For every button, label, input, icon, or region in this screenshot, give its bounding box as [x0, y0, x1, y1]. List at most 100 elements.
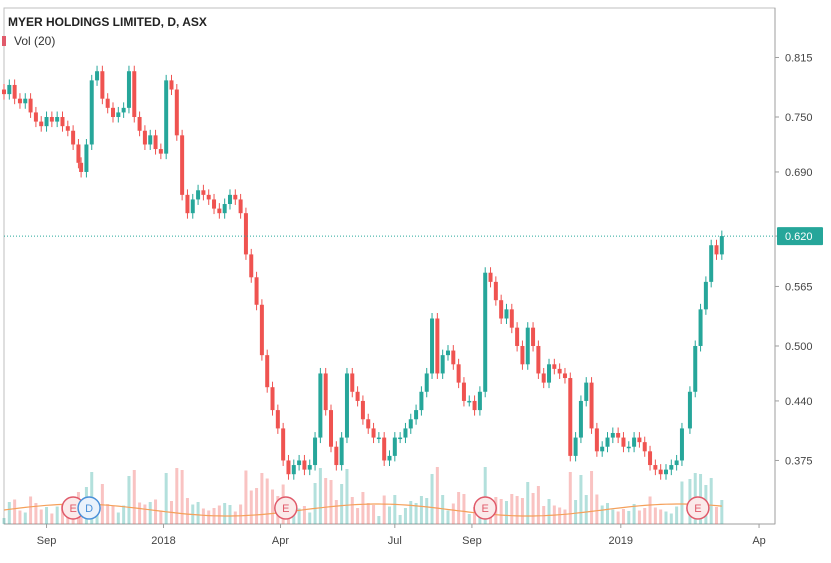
volume-bar	[111, 506, 115, 524]
volume-bar	[207, 510, 211, 524]
candle-body	[33, 112, 38, 122]
volume-bar	[116, 512, 120, 524]
x-tick-label: 2018	[151, 535, 175, 547]
candle-body	[366, 419, 371, 429]
candle-body	[84, 144, 89, 172]
candle-body	[562, 373, 567, 379]
volume-bar	[403, 508, 407, 524]
candle-body	[201, 190, 206, 195]
candle-body	[254, 277, 259, 305]
volume-bar	[441, 495, 445, 524]
volume-bar	[127, 476, 131, 524]
candle-body	[148, 135, 153, 145]
volume-bar	[483, 467, 487, 524]
volume-bar	[664, 511, 668, 524]
y-tick-label: 0.375	[785, 455, 813, 467]
volume-bar	[451, 503, 455, 524]
candle-body	[142, 130, 147, 145]
volume-bar	[542, 506, 546, 524]
candle-body	[212, 199, 217, 209]
volume-bar	[100, 484, 104, 524]
candle-body	[541, 373, 546, 383]
volume-bar	[308, 512, 312, 524]
volume-bar	[324, 478, 328, 524]
volume-bar	[446, 510, 450, 524]
volume-bar	[720, 500, 724, 524]
volume-bar	[271, 489, 275, 524]
candle-body	[95, 71, 100, 81]
candle-body	[206, 194, 211, 200]
candle-body	[17, 98, 22, 104]
volume-bar	[244, 470, 248, 524]
candle-body	[116, 112, 121, 118]
candle-body	[55, 117, 60, 122]
volume-bar	[361, 492, 365, 524]
volume-bar	[526, 482, 530, 524]
volume-bar	[185, 498, 189, 524]
volume-bar	[659, 509, 663, 524]
candle-body	[536, 345, 541, 374]
volume-bar	[122, 505, 126, 524]
volume-bar	[106, 504, 110, 524]
volume-bar	[435, 467, 439, 524]
event-marker-label: E	[282, 503, 289, 515]
volume-bar	[616, 511, 620, 524]
candle-body	[382, 437, 387, 461]
candle-body	[49, 117, 54, 122]
candle-body	[430, 318, 435, 374]
volume-bar	[23, 512, 27, 524]
volume-ma-line	[3, 503, 722, 517]
event-marker-label: E	[482, 503, 489, 515]
candle-body	[679, 428, 684, 461]
volume-bar	[60, 504, 64, 524]
volume-bar	[632, 504, 636, 524]
volume-bar	[584, 495, 588, 524]
volume-bar	[563, 509, 567, 524]
candle-body	[323, 373, 328, 411]
candle-body	[703, 281, 708, 310]
candle-body	[440, 355, 445, 374]
volume-bar	[627, 511, 631, 524]
y-tick-label: 0.690	[785, 167, 813, 179]
candle-body	[642, 442, 647, 452]
candle-body	[28, 98, 33, 113]
candle-body	[158, 149, 163, 154]
volume-bar	[239, 504, 243, 524]
candle-body	[557, 368, 562, 374]
candle-body	[307, 465, 312, 470]
candle-body	[445, 350, 450, 356]
volume-bar	[611, 509, 615, 524]
candle-body	[584, 382, 589, 401]
volume-bar	[388, 506, 391, 524]
candle-body	[7, 84, 12, 95]
candle-body	[371, 428, 376, 438]
volume-bar	[265, 478, 269, 524]
candle-body	[493, 281, 498, 301]
y-tick-label: 0.565	[785, 281, 813, 293]
candle-body	[190, 199, 195, 214]
candle-body	[504, 309, 509, 319]
candle-body	[621, 437, 626, 447]
candle-body	[483, 272, 488, 392]
volume-bar	[233, 511, 237, 524]
volume-bar	[334, 500, 338, 524]
x-tick-label: Jul	[388, 535, 402, 547]
candle-body	[392, 437, 397, 456]
candle-body	[488, 272, 493, 282]
candle-body	[169, 80, 174, 90]
candle-body	[424, 373, 429, 392]
dividend-marker	[77, 496, 101, 520]
volume-bar	[159, 510, 163, 524]
volume-bar	[180, 470, 184, 524]
candle-body	[350, 373, 355, 392]
volume-bar	[175, 468, 179, 524]
candle-body	[60, 117, 65, 127]
volume-bar	[249, 490, 253, 524]
candle-body	[76, 144, 81, 163]
candle-body	[674, 460, 679, 466]
candle-body	[153, 135, 158, 150]
candle-body	[403, 428, 408, 438]
volume-bar	[143, 504, 147, 524]
volume-bar	[520, 498, 524, 524]
